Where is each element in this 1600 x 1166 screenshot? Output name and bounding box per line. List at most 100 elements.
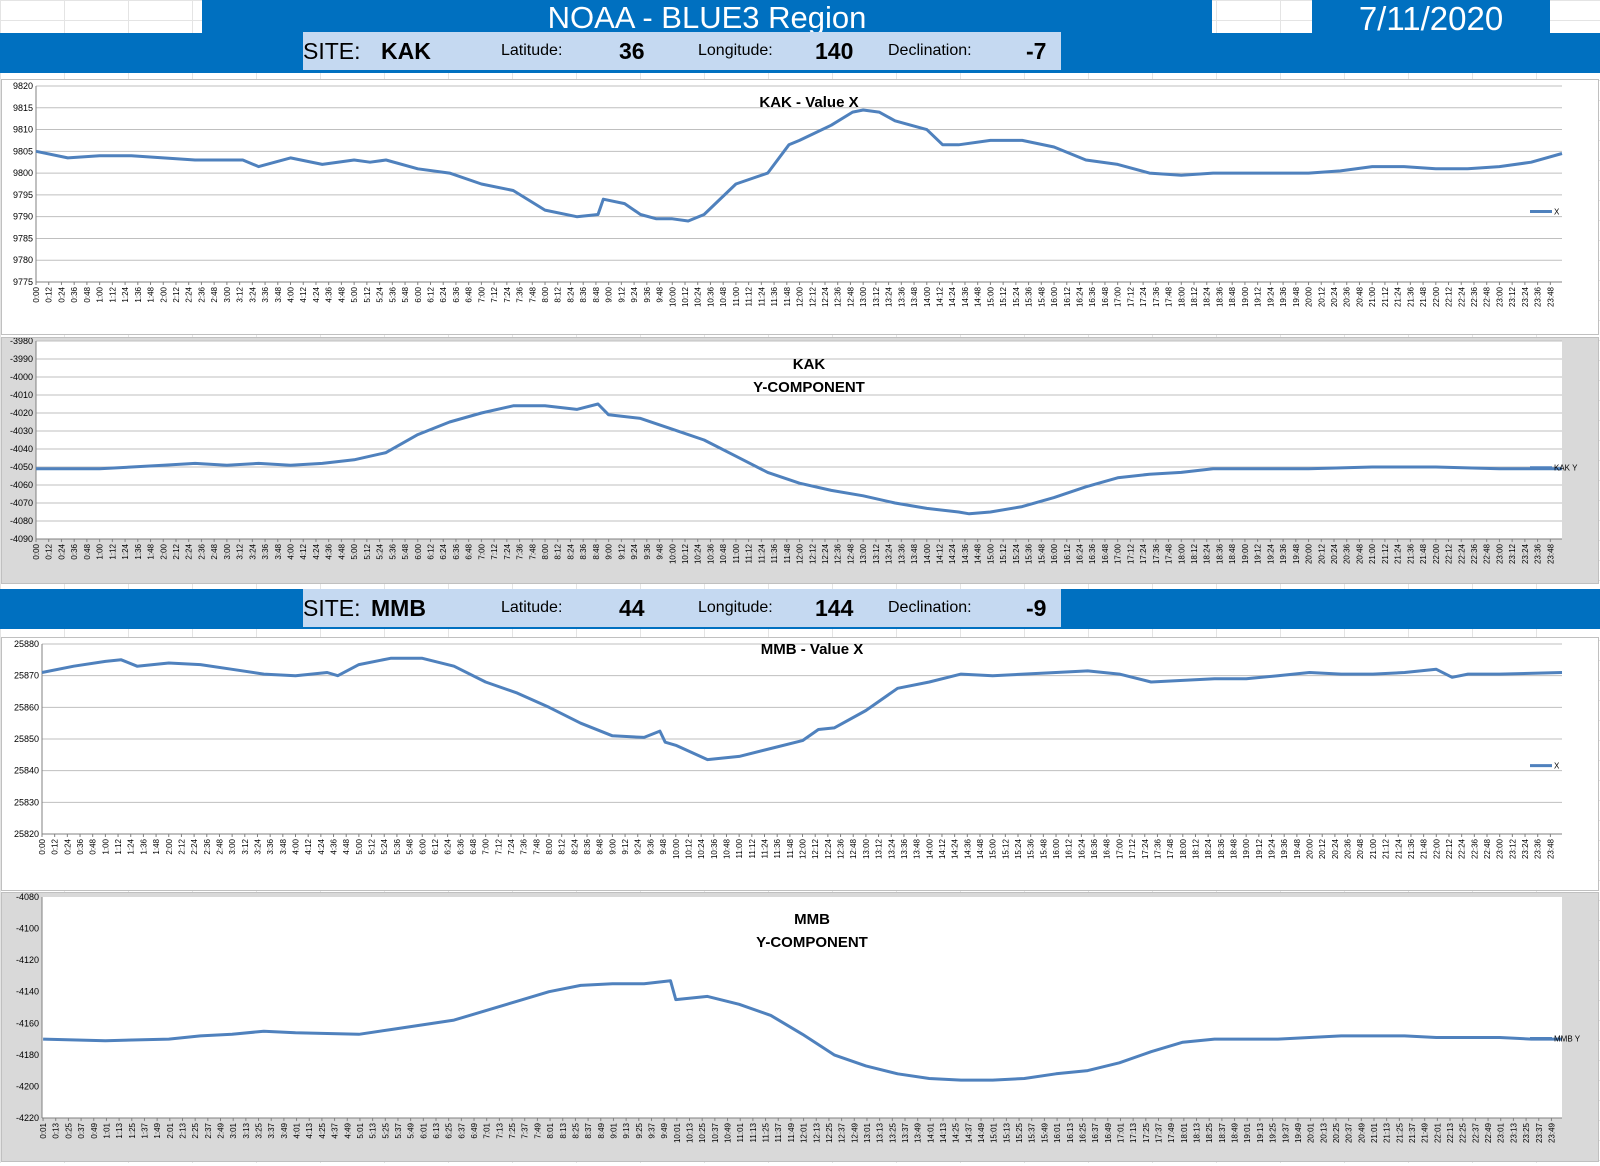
x-tick-label: 18:36 [1215,286,1224,307]
x-tick-label: 8:00 [545,838,554,854]
x-tick-label: 15:13 [1002,1122,1011,1143]
x-tick-label: 0:13 [52,1122,61,1138]
x-tick-label: 14:36 [961,543,970,564]
x-tick-label: 18:00 [1177,286,1186,307]
x-tick-label: 22:25 [1459,1122,1468,1143]
x-tick-label: 7:24 [503,286,512,302]
x-tick-label: 18:01 [1180,1122,1189,1143]
x-tick-label: 12:24 [824,838,833,859]
x-tick-label: 2:36 [197,286,206,302]
x-tick-label: 1:24 [127,838,136,854]
x-tick-label: 23:36 [1534,543,1543,564]
x-tick-label: 2:36 [197,543,206,559]
x-tick-label: 21:48 [1420,838,1429,859]
x-tick-label: 9:00 [605,286,614,302]
x-tick-label: 18:37 [1218,1122,1227,1143]
x-tick-label: 18:36 [1217,838,1226,859]
x-tick-label: 7:37 [521,1122,530,1138]
x-tick-label: 20:49 [1357,1122,1366,1143]
x-tick-label: 9:49 [660,1122,669,1138]
x-tick-label: 10:12 [684,838,693,859]
x-tick-label: 18:25 [1205,1122,1214,1143]
x-tick-label: 5:24 [380,838,389,854]
x-tick-label: 8:36 [579,543,588,559]
x-tick-label: 11:36 [770,286,779,306]
x-tick-label: 19:36 [1279,286,1288,307]
x-tick-label: 22:24 [1457,286,1466,307]
x-tick-label: 20:36 [1344,838,1353,859]
x-tick-label: 0:24 [57,286,66,302]
chart-title: KAK - Value X [759,94,858,111]
x-tick-label: 21:13 [1383,1122,1392,1143]
x-tick-label: 5:00 [355,838,364,854]
x-tick-label: 2:37 [204,1122,213,1138]
y-tick-label: -3980 [10,338,33,346]
x-tick-label: 9:48 [656,543,665,559]
series-line [36,402,1562,516]
x-tick-label: 3:24 [253,838,262,854]
x-tick-label: 4:25 [318,1122,327,1138]
x-tick-label: 1:00 [96,286,105,302]
x-tick-label: 11:36 [770,543,779,563]
y-tick-label: 9800 [13,168,33,178]
x-tick-label: 9:24 [630,286,639,302]
x-tick-label: 7:36 [516,286,525,302]
y-tick-label: 25850 [14,734,39,744]
x-tick-label: 21:01 [1370,1122,1379,1143]
x-tick-label: 6:48 [465,543,474,559]
chart-mmb-x: 25820 25830 25840 25850 25860 25870 25880 0:00 0… [1,637,1599,891]
x-tick-label: 11:12 [745,543,754,563]
x-tick-label: 9:01 [609,1122,618,1138]
x-tick-label: 11:48 [783,286,792,306]
y-tick-label: 9775 [13,277,33,287]
x-tick-label: 16:25 [1078,1122,1087,1143]
x-tick-label: 2:12 [172,543,181,559]
x-tick-label: 1:24 [121,543,130,559]
x-tick-label: 0:00 [38,838,47,854]
x-tick-label: 5:24 [376,543,385,559]
x-tick-label: 15:48 [1037,286,1046,307]
x-tick-label: 19:25 [1269,1122,1278,1143]
report-date: 7/11/2020 [1312,0,1550,37]
x-tick-label: 4:24 [317,838,326,854]
x-tick-label: 18:00 [1179,838,1188,859]
x-tick-label: 4:13 [305,1122,314,1138]
x-tick-label: 1:36 [134,543,143,559]
x-tick-label: 19:01 [1243,1122,1252,1143]
x-tick-label: 3:49 [280,1122,289,1138]
y-tick-label: 9805 [13,146,33,156]
y-tick-label: -4040 [10,444,33,454]
x-tick-label: 10:12 [681,543,690,564]
x-tick-label: 20:12 [1317,543,1326,564]
legend-label: KAK Y [1554,464,1578,473]
page-title: NOAA - BLUE3 Region [202,0,1212,35]
x-tick-label: 16:12 [1063,543,1072,564]
x-tick-label: 21:24 [1394,286,1403,307]
x-tick-label: 6:24 [439,543,448,559]
x-tick-label: 15:00 [986,286,995,307]
x-tick-label: 21:49 [1421,1122,1430,1143]
chart-mmb-y-svg: -4220 -4200 -4180 -4160 -4140 -4120 -4100 -4080… [16,892,1581,1143]
x-tick-label: 19:48 [1292,286,1301,307]
x-tick-label: 11:01 [736,1122,745,1142]
x-tick-label: 12:13 [812,1122,821,1143]
x-tick-label: 7:00 [477,543,486,559]
x-tick-label: 10:01 [673,1122,682,1143]
x-tick-label: 4:12 [304,838,313,854]
x-tick-label: 4:00 [287,286,296,302]
x-tick-label: 5:48 [401,543,410,559]
x-tick-label: 11:49 [787,1122,796,1142]
y-tick-label: 25860 [14,702,39,712]
x-tick-label: 22:49 [1484,1122,1493,1143]
x-tick-label: 17:49 [1167,1122,1176,1143]
x-tick-label: 14:37 [964,1122,973,1143]
x-tick-label: 8:37 [584,1122,593,1138]
x-tick-label: 10:48 [722,838,731,859]
x-tick-label: 2:49 [217,1122,226,1138]
x-tick-label: 2:12 [172,286,181,302]
x-tick-label: 9:36 [646,838,655,854]
x-tick-label: 8:48 [592,543,601,559]
x-tick-label: 7:25 [508,1122,517,1138]
x-tick-label: 13:48 [913,838,922,859]
x-tick-label: 16:36 [1088,286,1097,307]
